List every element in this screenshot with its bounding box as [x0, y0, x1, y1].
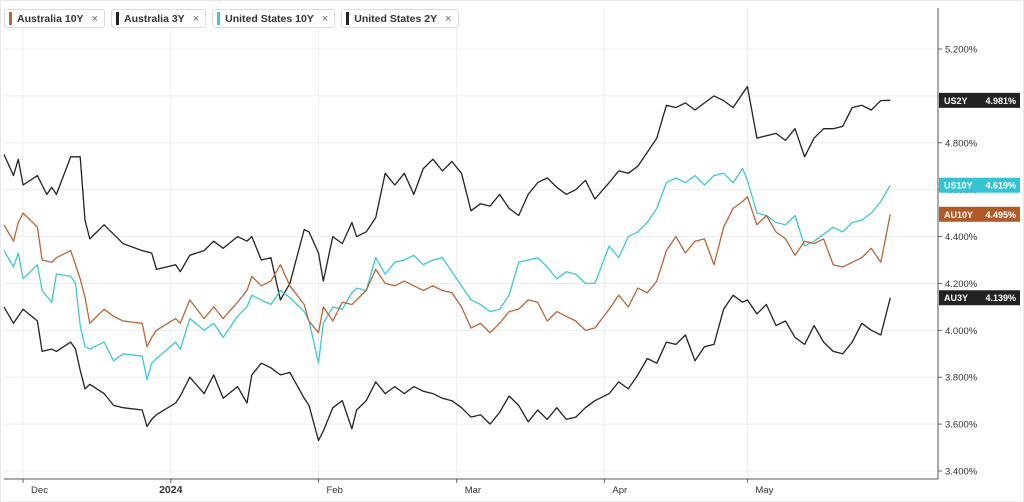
last-value-badge-value: 4.619%	[985, 181, 1016, 191]
last-value-badge-united-states-2y	[939, 92, 1020, 108]
y-tick-label: 4.200%	[945, 279, 978, 290]
y-tick-label: 5.200%	[945, 45, 978, 56]
legend-swatch-australia-10y	[9, 12, 12, 25]
legend-chip-australia-10y[interactable]: Australia 10Y ×	[4, 9, 105, 28]
close-icon[interactable]: ×	[192, 12, 200, 25]
chart-legend: Australia 10Y × Australia 3Y × United St…	[4, 9, 459, 28]
close-icon[interactable]: ×	[321, 12, 329, 25]
last-value-badge-value: 4.139%	[985, 293, 1016, 303]
last-value-badge-australia-10y	[939, 206, 1020, 222]
x-tick-label: Apr	[612, 485, 627, 496]
y-tick-label: 3.600%	[945, 420, 978, 431]
legend-label-australia-3y: Australia 3Y	[123, 12, 185, 25]
legend-chip-united-states-2y[interactable]: United States 2Y ×	[341, 9, 459, 28]
last-value-badge-name: US10Y	[944, 181, 973, 191]
x-tick-label: Feb	[327, 485, 343, 496]
y-tick-label: 4.400%	[945, 232, 978, 243]
legend-chip-united-states-10y[interactable]: United States 10Y ×	[212, 9, 336, 28]
series-line-australia-3y[interactable]	[3, 294, 891, 442]
series-line-united-states-10y[interactable]	[3, 167, 891, 381]
legend-chip-australia-3y[interactable]: Australia 3Y ×	[110, 9, 207, 28]
series-line-united-states-2y[interactable]	[3, 85, 891, 301]
x-tick-label: Dec	[31, 485, 48, 496]
last-value-badge-united-states-10y	[939, 177, 1020, 193]
legend-swatch-australia-3y	[115, 12, 119, 25]
last-value-badge-name: AU3Y	[944, 293, 968, 303]
close-icon[interactable]: ×	[445, 12, 452, 25]
series-line-australia-10y[interactable]	[3, 196, 891, 348]
last-value-badge-value: 4.981%	[985, 96, 1016, 106]
legend-swatch-united-states-2y	[346, 12, 350, 25]
y-tick-label: 4.000%	[945, 326, 978, 337]
last-value-badge-value: 4.495%	[985, 210, 1016, 220]
last-value-badge-name: US2Y	[944, 96, 968, 106]
legend-label-united-states-2y: United States 2Y	[354, 12, 438, 25]
legend-label-united-states-10y: United States 10Y	[225, 12, 314, 25]
last-value-badge-name: AU10Y	[944, 210, 973, 220]
last-value-badge-australia-3y	[939, 290, 1020, 306]
legend-swatch-united-states-10y	[217, 12, 221, 25]
y-tick-label: 3.400%	[945, 467, 978, 478]
legend-label-australia-10y: Australia 10Y	[17, 12, 84, 25]
x-tick-label: May	[755, 485, 773, 496]
y-tick-label: 3.800%	[945, 373, 978, 384]
close-icon[interactable]: ×	[91, 12, 98, 25]
x-tick-label: 2024	[159, 484, 183, 496]
x-tick-label: Mar	[465, 485, 481, 496]
y-tick-label: 4.800%	[945, 138, 978, 149]
